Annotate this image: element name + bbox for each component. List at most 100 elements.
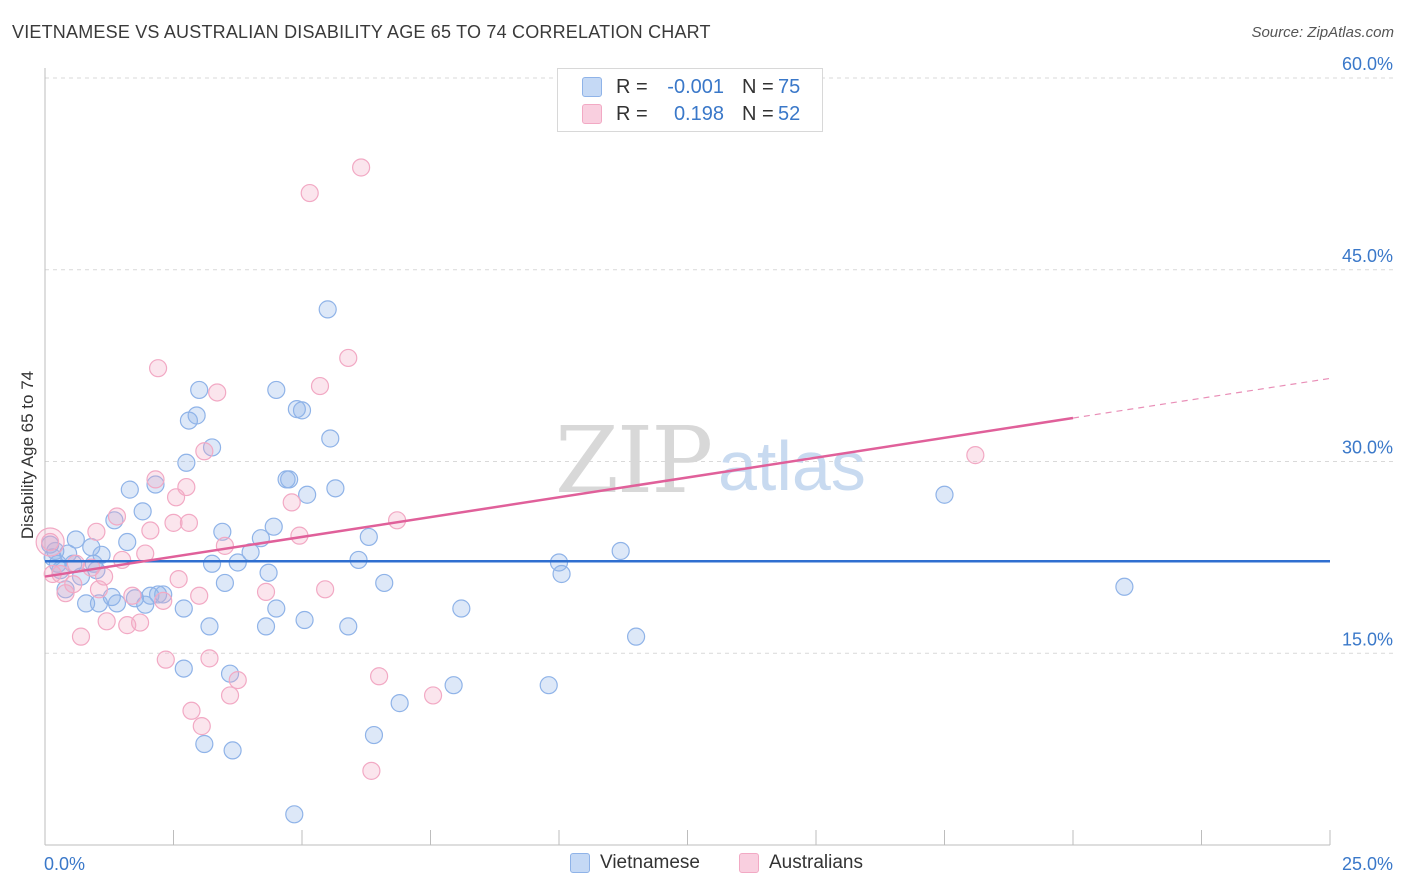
point-australians bbox=[130, 613, 150, 632]
legend-r-value: 0.198 bbox=[673, 102, 724, 125]
point-vietnamese bbox=[359, 527, 378, 547]
point-australians bbox=[95, 567, 114, 586]
point-australians bbox=[64, 575, 83, 594]
point-vietnamese bbox=[444, 676, 463, 695]
point-vietnamese bbox=[190, 380, 209, 400]
point-vietnamese bbox=[133, 502, 152, 521]
point-vietnamese bbox=[321, 429, 340, 448]
legend-swatch-vietnamese bbox=[570, 853, 590, 873]
point-australians bbox=[370, 667, 389, 686]
point-vietnamese bbox=[264, 517, 283, 536]
point-vietnamese bbox=[259, 563, 278, 582]
legend-r-label: R = bbox=[616, 75, 648, 98]
y-tick-label: 15.0% bbox=[1342, 629, 1393, 649]
point-vietnamese bbox=[66, 530, 85, 549]
point-vietnamese bbox=[375, 573, 394, 593]
legend-swatch-australians bbox=[582, 104, 602, 124]
point-vietnamese bbox=[223, 741, 242, 760]
point-vietnamese bbox=[349, 550, 368, 570]
point-australians bbox=[200, 649, 219, 668]
point-australians bbox=[146, 470, 165, 489]
legend-row-vietnamese: R = -0.001 N = 75 bbox=[582, 75, 800, 99]
point-vietnamese bbox=[280, 470, 299, 489]
data-points bbox=[35, 158, 1134, 824]
point-vietnamese bbox=[549, 553, 569, 572]
point-vietnamese bbox=[611, 541, 630, 561]
watermark-zip: ZIP bbox=[555, 407, 711, 514]
point-vietnamese bbox=[77, 594, 96, 613]
point-vietnamese bbox=[295, 610, 314, 630]
point-australians bbox=[141, 521, 160, 540]
point-australians bbox=[339, 348, 358, 368]
point-australians bbox=[177, 477, 196, 497]
legend-row-australians: R = 0.198 N = 52 bbox=[582, 102, 800, 126]
point-vietnamese bbox=[298, 485, 317, 504]
point-vietnamese bbox=[267, 380, 286, 400]
point-vietnamese bbox=[364, 725, 384, 745]
point-vietnamese bbox=[92, 545, 111, 564]
point-vietnamese bbox=[202, 554, 222, 573]
point-australians bbox=[179, 513, 199, 532]
point-australians bbox=[35, 527, 65, 557]
point-vietnamese bbox=[177, 453, 196, 472]
point-vietnamese bbox=[339, 617, 358, 636]
point-australians bbox=[352, 158, 371, 177]
point-australians bbox=[41, 532, 60, 552]
point-vietnamese bbox=[146, 475, 165, 494]
point-australians bbox=[423, 686, 443, 705]
point-vietnamese bbox=[539, 676, 558, 695]
legend-n-label: N = bbox=[742, 102, 774, 125]
y-tick-label: 30.0% bbox=[1342, 438, 1393, 458]
point-vietnamese bbox=[552, 564, 571, 584]
legend-swatch-australians bbox=[739, 853, 759, 873]
chart-title: VIETNAMESE VS AUSTRALIAN DISABILITY AGE … bbox=[12, 22, 711, 42]
correlation-legend: R = -0.001 N = 75 R = 0.198 N = 52 bbox=[557, 68, 823, 132]
point-australians bbox=[316, 580, 335, 599]
legend-n-value: 75 bbox=[778, 75, 801, 98]
point-australians bbox=[208, 383, 227, 402]
point-australians bbox=[156, 650, 175, 669]
point-australians bbox=[220, 686, 240, 705]
legend-r-label: R = bbox=[616, 102, 648, 125]
point-australians bbox=[154, 591, 173, 610]
point-vietnamese bbox=[292, 401, 312, 420]
trend-lines bbox=[44, 377, 1331, 578]
point-australians bbox=[215, 536, 234, 555]
watermark: ZIP atlas bbox=[555, 407, 866, 514]
point-vietnamese bbox=[120, 480, 139, 499]
point-australians bbox=[123, 586, 142, 605]
point-vietnamese bbox=[187, 406, 206, 425]
point-vietnamese bbox=[125, 589, 145, 608]
point-australians bbox=[256, 582, 276, 601]
legend-label-australians: Australians bbox=[769, 852, 863, 873]
trend-line-australians bbox=[44, 416, 1074, 578]
point-australians bbox=[169, 570, 188, 589]
point-australians bbox=[228, 670, 247, 690]
point-vietnamese bbox=[154, 585, 173, 604]
point-vietnamese bbox=[256, 617, 276, 636]
legend-n-value: 52 bbox=[778, 102, 801, 125]
legend-label-vietnamese: Vietnamese bbox=[600, 852, 700, 873]
legend-swatch-vietnamese bbox=[582, 77, 602, 97]
point-australians bbox=[97, 612, 116, 631]
point-australians bbox=[310, 376, 330, 396]
point-australians bbox=[164, 513, 183, 532]
gridlines bbox=[45, 77, 1394, 654]
y-axis-label: Disability Age 65 to 74 bbox=[18, 370, 37, 540]
point-australians bbox=[195, 442, 214, 461]
point-vietnamese bbox=[228, 553, 247, 572]
point-australians bbox=[87, 522, 106, 541]
point-vietnamese bbox=[935, 485, 954, 504]
legend-item-vietnamese: Vietnamese bbox=[570, 852, 700, 874]
watermark-atlas: atlas bbox=[718, 427, 866, 505]
point-vietnamese bbox=[174, 659, 193, 678]
point-australians bbox=[190, 586, 209, 605]
point-vietnamese bbox=[285, 805, 304, 824]
point-vietnamese bbox=[107, 594, 127, 613]
point-vietnamese bbox=[213, 522, 232, 541]
point-vietnamese bbox=[174, 599, 193, 618]
point-australians bbox=[71, 627, 91, 646]
y-tick-label: 45.0% bbox=[1342, 246, 1393, 266]
x-tick-label-min: 0.0% bbox=[44, 854, 85, 874]
